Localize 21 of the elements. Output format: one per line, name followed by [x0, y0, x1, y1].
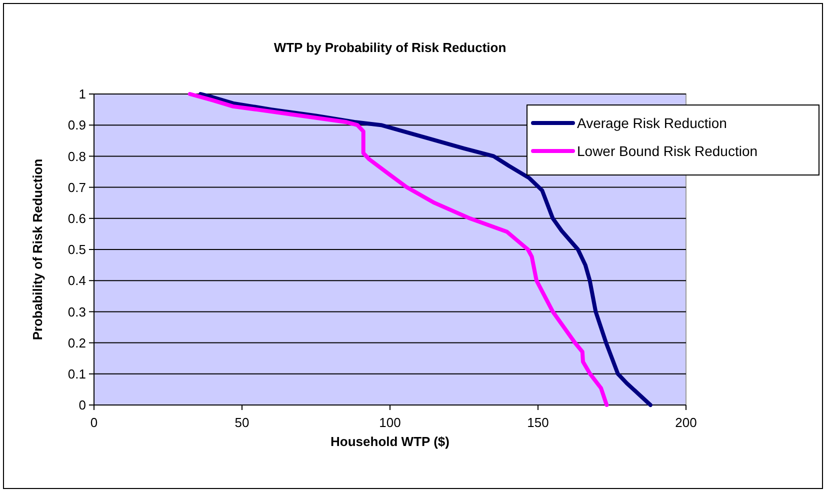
y-tick-label: 0.1 — [68, 366, 86, 382]
y-tick-label: 0.7 — [68, 180, 86, 195]
x-tick-label: 0 — [90, 415, 98, 430]
x-tick-label: 50 — [234, 415, 250, 430]
y-tick-label: 0.5 — [68, 242, 86, 258]
y-tick-label: 0 — [78, 398, 86, 413]
x-tick-label: 100 — [379, 415, 401, 430]
y-tick-label: 0.9 — [68, 118, 86, 133]
chart-title: WTP by Probability of Risk Reduction — [274, 40, 506, 55]
legend-label: Lower Bound Risk Reduction — [577, 142, 758, 159]
y-tick-label: 0.2 — [68, 335, 86, 350]
legend-label: Average Risk Reduction — [577, 114, 727, 131]
y-tick-label: 0.3 — [68, 304, 86, 320]
x-axis-title: Household WTP ($) — [330, 434, 450, 449]
y-tick-label: 0.6 — [68, 210, 86, 226]
y-tick-label: 1 — [78, 86, 86, 102]
x-tick-label: 200 — [675, 415, 697, 430]
y-axis-title: Probability of Risk Reduction — [30, 158, 45, 340]
y-tick-label: 0.4 — [68, 273, 86, 288]
y-tick-label: 0.8 — [68, 148, 86, 164]
x-tick-label: 150 — [527, 415, 549, 430]
